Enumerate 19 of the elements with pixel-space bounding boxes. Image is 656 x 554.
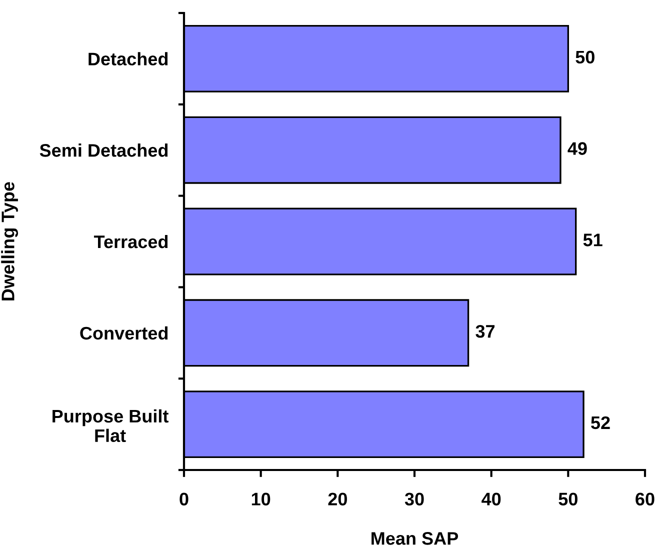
x-tick-label: 30 <box>404 492 424 506</box>
x-tick-label: 10 <box>252 492 270 506</box>
data-label: 51 <box>583 234 602 246</box>
x-tick-label: 0 <box>180 492 188 506</box>
x-tick-label: 20 <box>328 492 347 506</box>
y-tick-label: Semi Detached <box>40 144 168 157</box>
data-label: 37 <box>476 324 495 338</box>
y-axis-title: Dwelling Type <box>1 182 18 300</box>
x-tick-label: 40 <box>482 492 501 506</box>
x-tick-label: 50 <box>558 492 578 506</box>
y-tick-label: Converted <box>80 326 168 340</box>
x-axis-title: Mean SAP <box>372 532 458 545</box>
data-label: 50 <box>576 50 594 64</box>
x-tick-label: 60 <box>636 492 654 506</box>
y-tick-label: Purpose Built Flat <box>52 409 169 442</box>
y-tick-label: Detached <box>88 52 168 66</box>
data-label: 52 <box>591 416 610 430</box>
data-label: 49 <box>568 142 587 155</box>
y-tick-label: Terraced <box>94 234 168 248</box>
